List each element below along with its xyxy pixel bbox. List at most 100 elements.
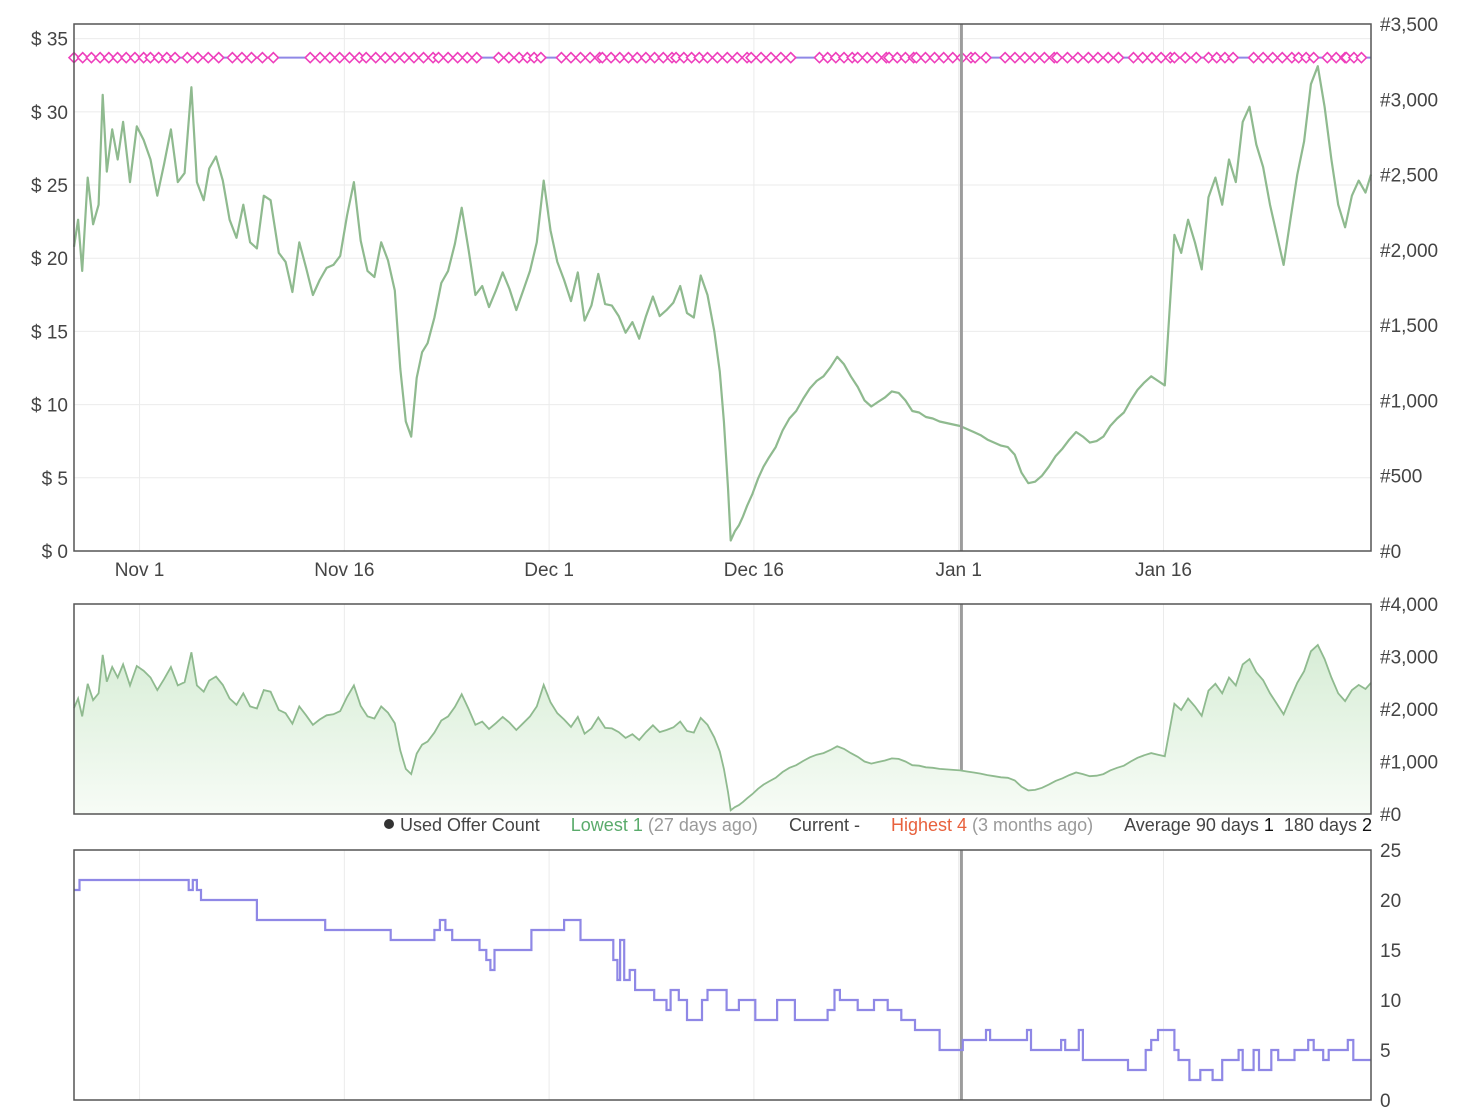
x-tick-label: Jan 16 (1135, 560, 1192, 581)
legend-average-90-value: 1 (1263, 815, 1274, 835)
price-marker (774, 51, 787, 64)
legend-dot-icon (384, 819, 395, 829)
x-tick-label: Jan 1 (935, 560, 981, 581)
y-right-tick-label: 10 (1380, 991, 1401, 1012)
price-marker (731, 51, 744, 64)
price-marker (1038, 51, 1051, 64)
price-marker (979, 51, 993, 64)
y-right-tick-label: #3,500 (1380, 15, 1438, 36)
y-right-tick-label: #0 (1380, 805, 1401, 826)
y-left-tick-label: $ 25 (31, 176, 68, 197)
price-marker (304, 51, 317, 64)
price-marker (1071, 51, 1085, 64)
price-marker (998, 51, 1012, 64)
price-marker (1028, 51, 1041, 64)
legend-series-item[interactable]: Used Offer Count (384, 815, 540, 836)
price-marker (1307, 51, 1320, 64)
legend-average: Average 90 days 1 180 days 2 (1124, 815, 1372, 836)
price-marker (502, 51, 515, 64)
y-right-tick-label: 5 (1380, 1041, 1391, 1062)
y-left-tick-label: $ 0 (42, 542, 68, 563)
price-marker (534, 51, 548, 64)
rank-area-fill (74, 645, 1371, 814)
price-marker (1102, 51, 1115, 64)
y-right-tick-label: 0 (1380, 1091, 1391, 1112)
price-marker (492, 51, 505, 64)
price-marker (1226, 51, 1240, 64)
price-marker (323, 51, 336, 64)
y-right-tick-label: #2,500 (1380, 166, 1438, 187)
price-marker (701, 51, 714, 64)
legend-lowest: Lowest 1 (27 days ago) (571, 815, 758, 836)
offer-count-legend: Used Offer Count Lowest 1 (27 days ago) … (74, 815, 1372, 841)
price-marker (470, 51, 483, 64)
price-marker (764, 51, 778, 64)
legend-series-name: Used Offer Count (400, 815, 540, 835)
rank-area-panel: #0 #1,000 #2,000 #3,000 #4,000 (73, 595, 1438, 826)
legend-average-label: Average 90 days (1124, 815, 1259, 835)
x-tick-label: Nov 1 (115, 560, 165, 581)
price-marker (1018, 51, 1031, 64)
price-rank-panel: $ 0 $ 5 $ 10 $ 15 $ 20 $ 25 $ 30 $ 35 #0 #500 #1,0… (31, 15, 1438, 581)
price-marker (784, 51, 797, 64)
y-right-tick-label: #0 (1380, 542, 1401, 563)
x-tick-label: Dec 1 (524, 560, 574, 581)
price-marker (1008, 51, 1022, 64)
price-marker (1061, 51, 1074, 64)
y-right-tick-label: 15 (1380, 941, 1401, 962)
y-right-tick-label: #3,000 (1380, 90, 1438, 111)
price-marker (1091, 51, 1105, 64)
legend-average-180-label: 180 days (1283, 815, 1357, 835)
price-marker (1179, 51, 1192, 64)
price-marker (168, 51, 182, 64)
y-left-tick-label: $ 10 (31, 396, 68, 417)
y-right-tick-label: #1,000 (1380, 753, 1438, 774)
y-left-tick-label: $ 20 (31, 249, 68, 270)
offer-count-line (74, 878, 1371, 1082)
price-marker (245, 51, 258, 64)
offer-count-panel: 0 5 10 15 20 25 (73, 841, 1401, 1112)
price-marker (212, 51, 225, 64)
y-right-tick-label: #500 (1380, 467, 1422, 488)
legend-highest-note: (3 months ago) (972, 815, 1094, 835)
price-marker (1355, 51, 1368, 64)
y-right-tick-label: #1,500 (1380, 316, 1438, 337)
sales-rank-line (72, 65, 1373, 542)
y-right-tick-label: #3,000 (1380, 648, 1438, 669)
y-left-tick-label: $ 5 (42, 469, 68, 490)
price-marker (1190, 51, 1203, 64)
y-left-tick-label: $ 30 (31, 103, 68, 124)
legend-highest-label: Highest 4 (890, 815, 968, 835)
price-marker (202, 51, 215, 64)
price-marker (721, 51, 734, 64)
y-left-tick-label: $ 15 (31, 322, 68, 343)
legend-lowest-label: Lowest 1 (570, 815, 643, 835)
legend-lowest-note: (27 days ago) (647, 815, 758, 835)
price-marker (711, 51, 724, 64)
x-tick-label: Nov 16 (314, 560, 374, 581)
rank-area-line (73, 643, 1372, 812)
legend-average-180-value: 2 (1361, 815, 1372, 835)
panel-frame (73, 849, 1372, 1101)
price-marker (333, 51, 346, 64)
price-marker (191, 51, 204, 64)
legend-highest: Highest 4 (3 months ago) (891, 815, 1093, 836)
price-marker (313, 51, 327, 64)
price-marker (343, 51, 356, 64)
price-marker (256, 51, 269, 64)
price-marker (181, 51, 194, 64)
y-left-tick-label: $ 35 (31, 30, 68, 51)
panel-frame (73, 603, 1372, 815)
y-right-tick-label: #2,000 (1380, 241, 1438, 262)
y-right-tick-label: #4,000 (1380, 595, 1438, 616)
price-marker (267, 51, 280, 64)
y-right-tick-label: #2,000 (1380, 700, 1438, 721)
legend-current: Current - (788, 815, 860, 835)
y-right-tick-label: 25 (1380, 841, 1401, 862)
y-right-tick-label: #1,000 (1380, 391, 1438, 412)
price-marker (754, 51, 768, 64)
price-marker (1112, 51, 1125, 64)
x-tick-label: Dec 16 (724, 560, 784, 581)
y-right-tick-label: 20 (1380, 891, 1401, 912)
